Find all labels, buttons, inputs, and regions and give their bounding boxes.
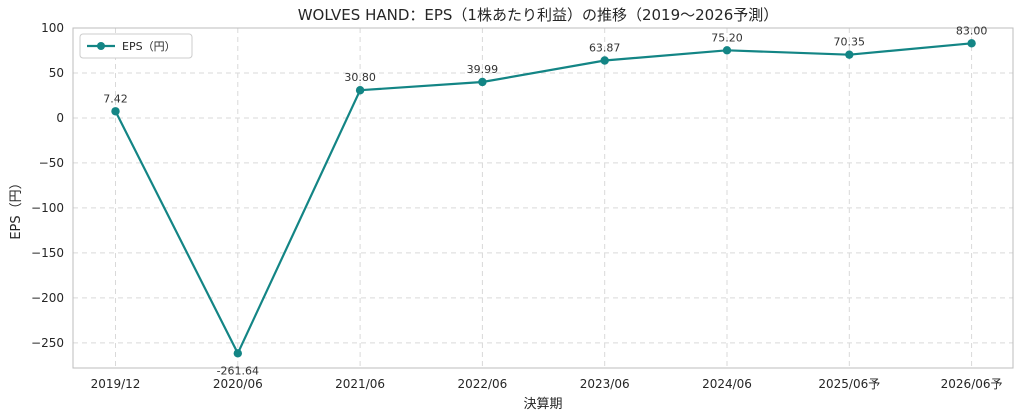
eps-data-label: 70.35 — [834, 36, 866, 49]
eps-data-label: 39.99 — [467, 63, 499, 76]
eps-data-label: 63.87 — [589, 41, 621, 54]
series-layer: 7.42 -261.64 30.80 39.99 63.87 75.20 70.35 83.0… — [103, 24, 987, 377]
eps-data-point — [355, 86, 365, 95]
y-tick-label: 0 — [56, 111, 64, 125]
x-tick-label: 2024/06 — [702, 377, 752, 391]
eps-data-label: 30.80 — [344, 71, 376, 84]
y-tick-label: 100 — [41, 21, 64, 35]
eps-data-label: -261.64 — [217, 364, 259, 377]
y-axis-label: EPS（円） — [9, 176, 24, 239]
eps-data-point — [845, 50, 854, 59]
grid-lines — [73, 27, 1013, 368]
y-tick-label: −100 — [31, 201, 64, 215]
eps-data-label: 7.42 — [103, 92, 128, 105]
y-tick-label: −50 — [39, 156, 64, 170]
x-tick-label: 2019/12 — [91, 377, 141, 391]
plot-frame — [72, 27, 1014, 369]
y-tick-label: 50 — [49, 66, 64, 80]
eps-data-point — [111, 107, 120, 116]
y-tick-label: −150 — [31, 246, 64, 260]
y-axis-ticks: 100 50 0 −50 −100 −150 −200 −250 — [31, 21, 64, 350]
x-tick-label: 2022/06 — [457, 377, 507, 391]
x-axis-ticks: 2019/12 2020/06 2021/06 2022/06 2023/06 2024/… — [91, 377, 1003, 391]
y-tick-label: −250 — [31, 336, 64, 350]
eps-data-label: 75.20 — [711, 31, 743, 44]
legend-swatch-marker — [97, 42, 105, 50]
eps-data-point — [967, 39, 976, 48]
x-tick-label: 2021/06 — [335, 377, 385, 391]
eps-data-label: 83.00 — [956, 24, 988, 37]
chart-title: WOLVES HAND：EPS（1株あたり利益）の推移（2019～2026予測） — [298, 6, 779, 24]
x-axis-label: 決算期 — [523, 397, 562, 412]
legend: EPS（円） — [79, 33, 193, 59]
eps-data-point — [722, 46, 732, 55]
y-tick-label: −200 — [31, 291, 64, 305]
x-tick-label: 2026/06予 — [941, 377, 1003, 391]
x-tick-label: 2025/06予 — [818, 377, 880, 391]
x-tick-label: 2020/06 — [213, 377, 263, 391]
eps-data-point — [233, 349, 242, 358]
legend-entry-eps: EPS（円） — [122, 40, 176, 53]
x-tick-label: 2023/06 — [580, 377, 630, 391]
eps-data-point — [600, 56, 609, 65]
legend-box — [79, 33, 193, 59]
eps-data-point — [478, 77, 487, 87]
eps-series-line — [114, 42, 972, 355]
